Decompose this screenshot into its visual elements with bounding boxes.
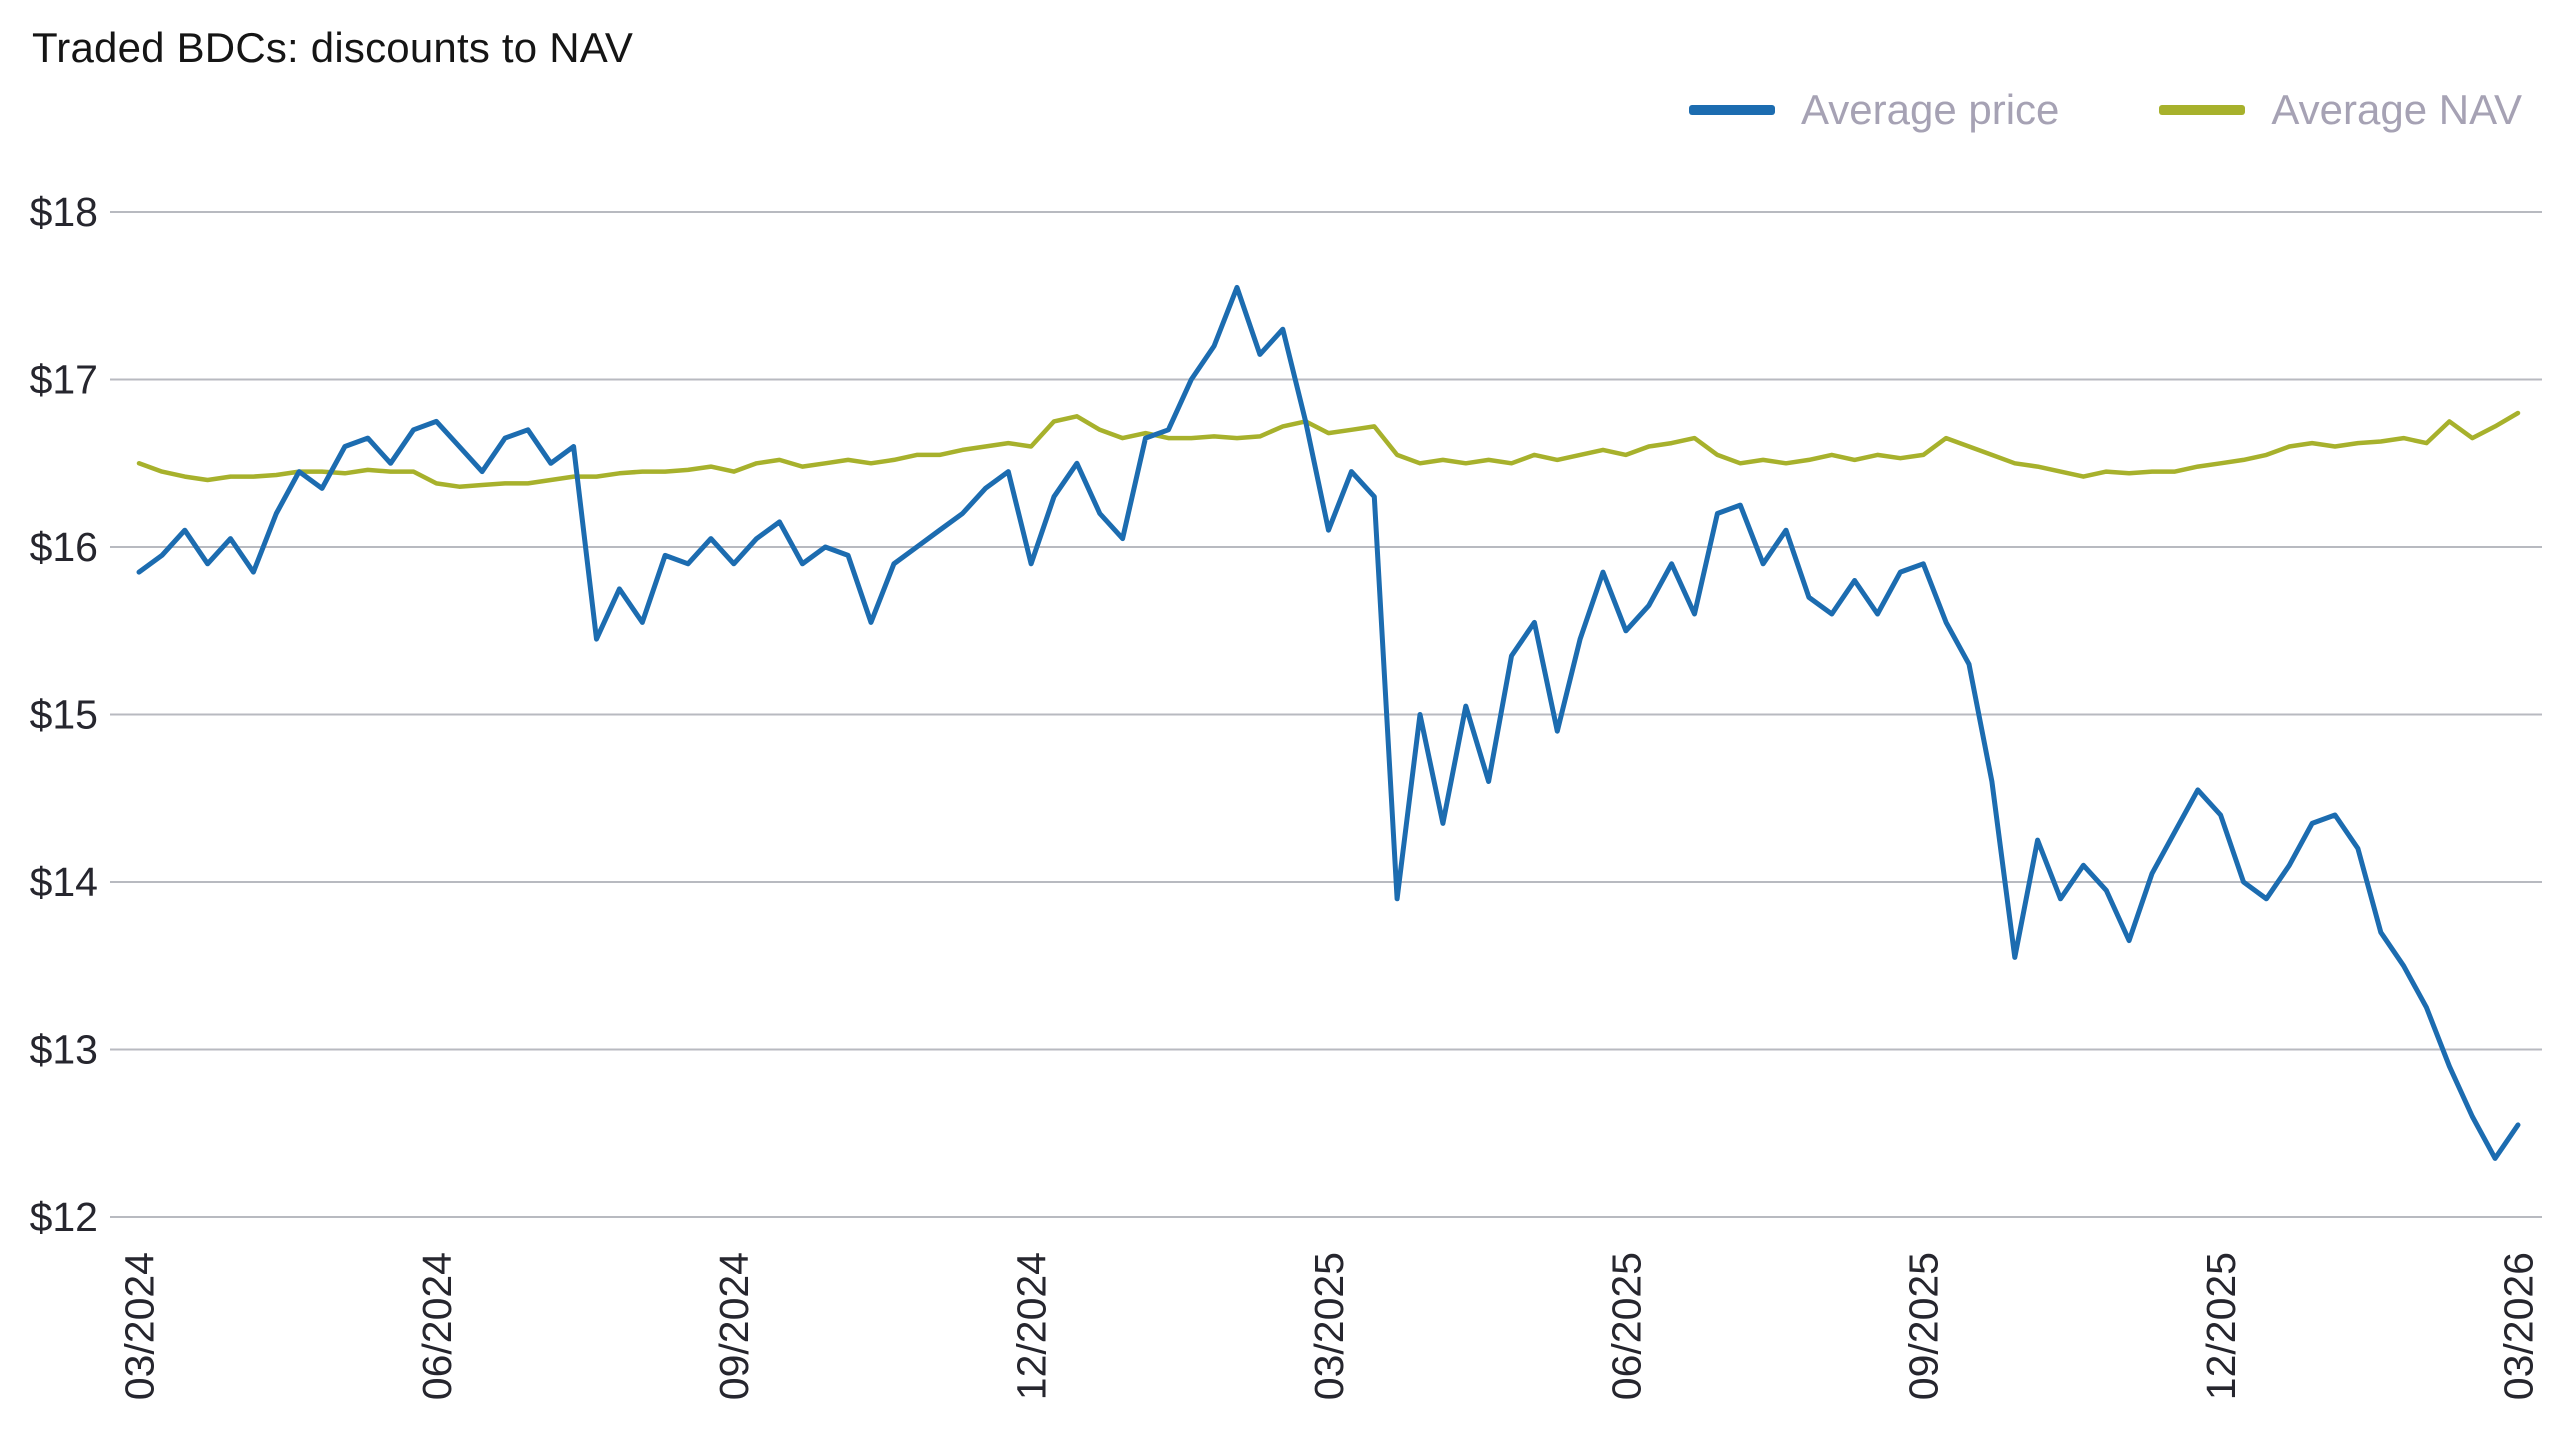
svg-text:09/2025: 09/2025 (1901, 1252, 1947, 1400)
legend-label-average-price: Average price (1801, 86, 2060, 133)
svg-text:03/2024: 03/2024 (116, 1252, 162, 1400)
legend-swatch-average-nav (2159, 105, 2246, 115)
svg-text:03/2026: 03/2026 (2495, 1252, 2541, 1400)
svg-text:09/2024: 09/2024 (711, 1252, 757, 1400)
svg-text:03/2025: 03/2025 (1306, 1252, 1352, 1400)
legend-item-average-nav: Average NAV (2159, 86, 2522, 134)
svg-text:06/2025: 06/2025 (1603, 1252, 1649, 1400)
svg-text:06/2024: 06/2024 (414, 1252, 460, 1400)
chart-legend: Average price Average NAV (1689, 86, 2522, 134)
svg-text:$16: $16 (30, 524, 98, 570)
svg-text:$18: $18 (30, 189, 98, 235)
svg-text:12/2024: 12/2024 (1008, 1252, 1054, 1400)
legend-label-average-nav: Average NAV (2271, 86, 2522, 133)
svg-text:$15: $15 (30, 691, 98, 737)
chart-title: Traded BDCs: discounts to NAV (32, 24, 634, 71)
svg-text:12/2025: 12/2025 (2198, 1252, 2244, 1400)
svg-text:$13: $13 (30, 1026, 98, 1072)
legend-swatch-average-price (1689, 105, 1776, 115)
svg-text:$12: $12 (30, 1194, 98, 1240)
svg-text:$14: $14 (30, 859, 98, 905)
legend-item-average-price: Average price (1689, 86, 2059, 134)
svg-text:$17: $17 (30, 356, 98, 402)
